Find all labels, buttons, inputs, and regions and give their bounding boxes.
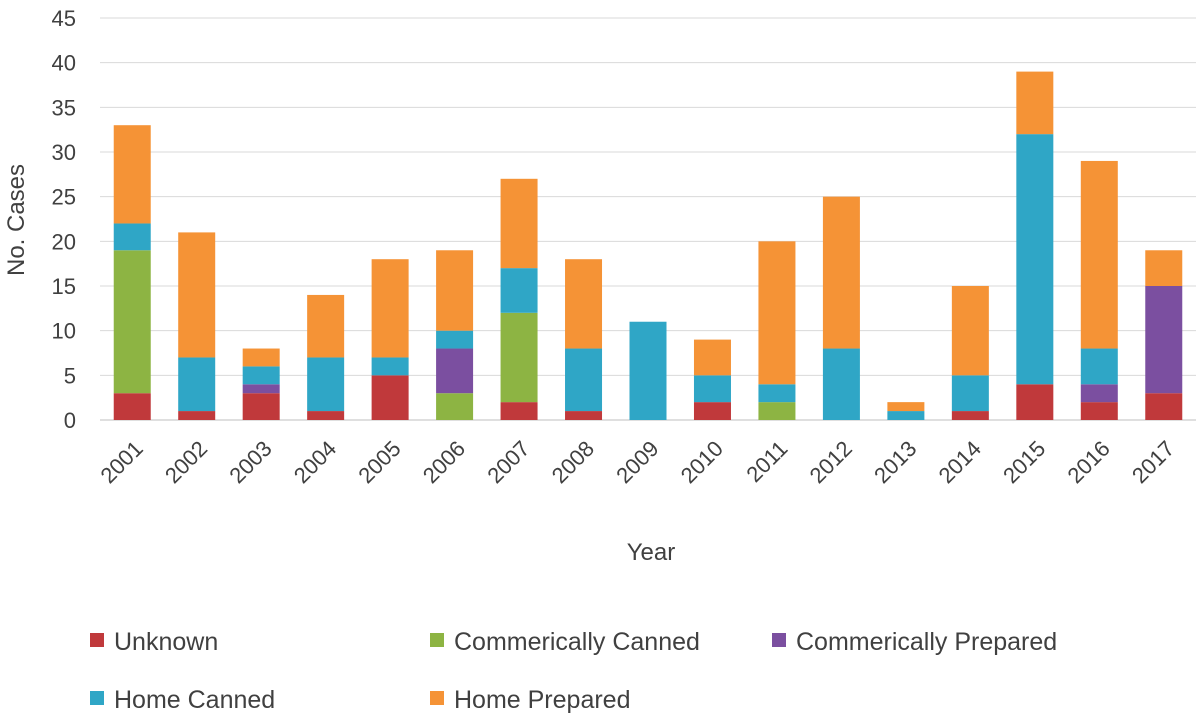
x-tick-label: 2017 [1127, 436, 1179, 488]
bar-segment-2015-unknown [1016, 384, 1054, 420]
bar-segment-2014-home-canned [951, 375, 989, 412]
x-tick-label: 2001 [95, 436, 147, 488]
x-tick-label: 2016 [1063, 436, 1115, 488]
bar-segment-2004-home-canned [307, 357, 345, 412]
x-tick-label: 2010 [676, 436, 728, 488]
bar-segment-2011-home-canned [758, 384, 796, 403]
bar-segment-2011-home-prepared [758, 241, 796, 385]
bar-segment-2006-home-canned [436, 330, 474, 349]
bar-segment-2006-commerically-canned [436, 393, 474, 420]
y-tick-label: 45 [52, 6, 76, 31]
bar-segment-2012-home-canned [822, 348, 860, 420]
x-tick-label: 2012 [805, 436, 857, 488]
bar-segment-2012-home-prepared [822, 196, 860, 349]
x-tick-label: 2008 [547, 436, 599, 488]
x-tick-label: 2005 [353, 436, 405, 488]
bar-segment-2003-home-prepared [242, 348, 280, 367]
bar-segment-2005-home-prepared [371, 259, 409, 358]
bar-segment-2003-home-canned [242, 366, 280, 385]
bar-segment-2016-home-prepared [1080, 160, 1118, 349]
bar-segment-2015-home-prepared [1016, 71, 1054, 135]
bar-segment-2009-home-canned [629, 321, 667, 420]
bar-segment-2001-commerically-canned [113, 250, 151, 394]
y-tick-label: 5 [64, 363, 76, 388]
bar-segment-2004-unknown [307, 411, 345, 420]
y-tick-label: 25 [52, 185, 76, 210]
y-tick-label: 35 [52, 95, 76, 120]
bar-segment-2003-commerically-prepared [242, 384, 280, 394]
bar-segment-2014-home-prepared [951, 286, 989, 376]
legend-swatch [430, 633, 444, 647]
bar-segment-2004-home-prepared [307, 294, 345, 358]
legend-label: Home Canned [114, 686, 275, 714]
x-axis-ticks: 2001 2002 2003 2004 2005 2006 2007 2008 2009 2010… [95, 436, 1179, 488]
bar-segment-2002-home-prepared [178, 232, 216, 358]
bar-segment-2014-unknown [951, 411, 989, 420]
bar-segment-2016-unknown [1080, 402, 1118, 420]
bar-segment-2016-home-canned [1080, 348, 1118, 385]
legend-swatch [90, 633, 104, 647]
bar-segment-2002-home-canned [178, 357, 216, 412]
bar-segment-2011-commerically-canned [758, 402, 796, 420]
bar-segment-2017-unknown [1145, 393, 1183, 420]
legend-label: Commerically Prepared [796, 628, 1057, 656]
bar-segment-2008-home-prepared [565, 259, 603, 349]
gridlines [100, 17, 1196, 421]
legend-label: Unknown [114, 628, 218, 656]
y-tick-label: 20 [52, 229, 76, 254]
bar-segment-2006-home-prepared [436, 250, 474, 331]
y-tick-label: 30 [52, 140, 76, 165]
x-axis-title: Year [627, 539, 676, 566]
bar-segment-2010-unknown [693, 402, 731, 420]
legend-swatch [772, 633, 786, 647]
bar-segment-2006-commerically-prepared [436, 348, 474, 394]
y-tick-label: 40 [52, 51, 76, 76]
x-tick-label: 2015 [998, 436, 1050, 488]
bar-segment-2007-unknown [500, 402, 538, 420]
x-tick-label: 2013 [869, 436, 921, 488]
bar-segment-2010-home-canned [693, 375, 731, 403]
y-axis-title: No. Cases [3, 164, 30, 276]
bar-segment-2007-home-prepared [500, 178, 538, 269]
bar-segment-2002-unknown [178, 411, 216, 420]
bar-segment-2007-home-canned [500, 268, 538, 313]
bar-segment-2001-home-canned [113, 223, 151, 251]
legend: Unknown Commerically Canned Commerically P… [90, 628, 1057, 714]
x-tick-label: 2004 [289, 436, 341, 488]
legend-label: Commerically Canned [454, 628, 700, 656]
y-tick-label: 15 [52, 274, 76, 299]
bars [113, 71, 1183, 420]
bar-segment-2017-commerically-prepared [1145, 286, 1183, 394]
bar-segment-2008-unknown [565, 411, 603, 420]
x-tick-label: 2006 [418, 436, 470, 488]
bar-segment-2001-home-prepared [113, 125, 151, 224]
x-tick-label: 2009 [611, 436, 663, 488]
legend-swatch [90, 691, 104, 705]
bar-segment-2003-unknown [242, 393, 280, 420]
bar-segment-2015-home-canned [1016, 134, 1054, 385]
bar-segment-2008-home-canned [565, 348, 603, 412]
bar-segment-2001-unknown [113, 393, 151, 420]
bar-segment-2016-commerically-prepared [1080, 384, 1118, 403]
bar-segment-2013-home-canned [887, 411, 925, 420]
y-tick-label: 0 [64, 408, 76, 433]
legend-label: Home Prepared [454, 686, 630, 714]
x-tick-label: 2002 [160, 436, 212, 488]
y-axis-ticks: 0 5 10 15 20 25 30 35 40 45 [52, 6, 76, 433]
x-tick-label: 2011 [741, 436, 792, 487]
bar-segment-2017-home-prepared [1145, 250, 1183, 286]
bar-segment-2005-unknown [371, 375, 409, 420]
legend-swatch [430, 691, 444, 705]
bar-segment-2013-home-prepared [887, 402, 925, 412]
bar-segment-2007-commerically-canned [500, 312, 538, 403]
x-tick-label: 2003 [224, 436, 276, 488]
x-tick-label: 2007 [482, 436, 534, 488]
x-tick-label: 2014 [934, 436, 986, 488]
bar-segment-2005-home-canned [371, 357, 409, 376]
bar-segment-2010-home-prepared [693, 339, 731, 376]
y-tick-label: 10 [52, 319, 76, 344]
